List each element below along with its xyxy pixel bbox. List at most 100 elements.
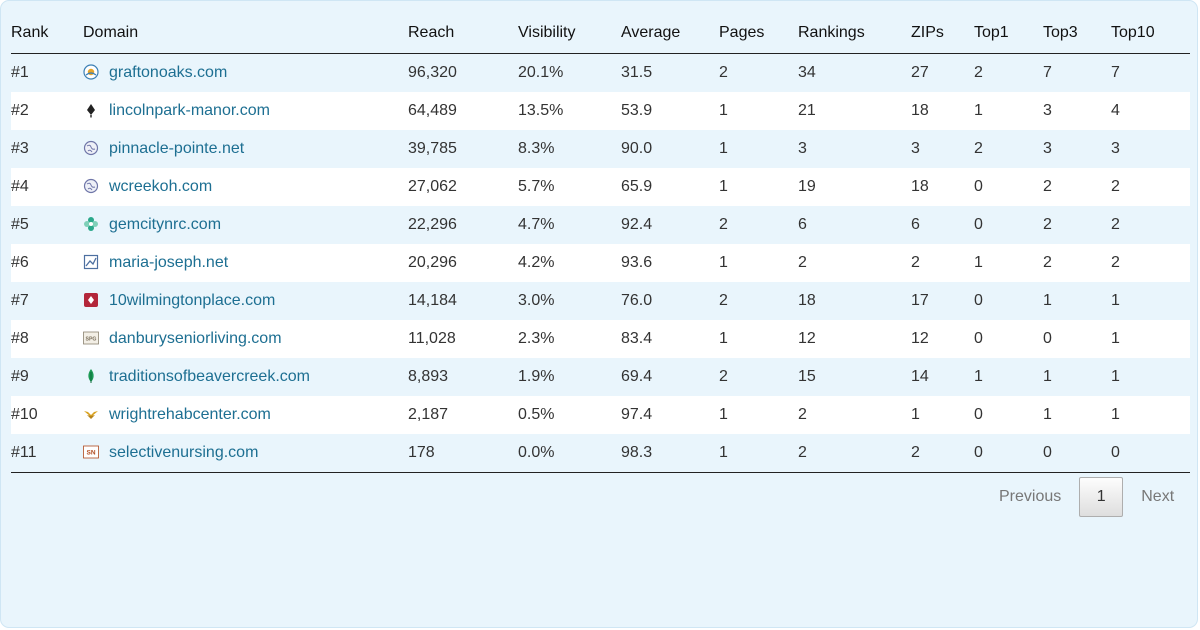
domain-link[interactable]: maria-joseph.net [109, 253, 229, 271]
cell-domain: wcreekoh.com [83, 168, 408, 206]
header-top10[interactable]: Top10 [1111, 13, 1190, 54]
table-row[interactable]: #9 traditionsofbeavercreek.com 8,893 1.9% 69… [11, 358, 1190, 396]
current-page-button[interactable]: 1 [1079, 477, 1124, 517]
cell-reach: 64,489 [408, 92, 518, 130]
cell-zips: 2 [911, 434, 974, 473]
cell-zips: 27 [911, 53, 974, 92]
cell-visibility: 20.1% [518, 53, 621, 92]
cell-rank: #8 [11, 320, 83, 358]
table-row[interactable]: #10 wrightrehabcenter.com 2,187 0.5% 97.4 1 2 1… [11, 396, 1190, 434]
cell-top3: 2 [1043, 168, 1111, 206]
cell-top1: 0 [974, 434, 1043, 473]
cell-zips: 6 [911, 206, 974, 244]
cell-zips: 3 [911, 130, 974, 168]
domain-link[interactable]: graftonoaks.com [109, 63, 228, 81]
header-pages[interactable]: Pages [719, 13, 798, 54]
domain-link[interactable]: 10wilmingtonplace.com [109, 291, 276, 309]
flower-favicon-icon [83, 216, 99, 232]
cell-top10: 4 [1111, 92, 1190, 130]
header-rank[interactable]: Rank [11, 13, 83, 54]
cell-rank: #6 [11, 244, 83, 282]
cell-rankings: 34 [798, 53, 911, 92]
header-zips[interactable]: ZIPs [911, 13, 974, 54]
cell-visibility: 3.0% [518, 282, 621, 320]
cell-zips: 17 [911, 282, 974, 320]
cell-visibility: 1.9% [518, 358, 621, 396]
cell-top3: 3 [1043, 130, 1111, 168]
table-row[interactable]: #5 gemcitynrc.com 22,296 4.7% 92.4 2 6 6 0 2 2 [11, 206, 1190, 244]
previous-page-button[interactable]: Previous [999, 488, 1062, 505]
cell-top1: 2 [974, 130, 1043, 168]
table-row[interactable]: #7 10wilmingtonplace.com 14,184 3.0% 76.0 2 18… [11, 282, 1190, 320]
header-domain[interactable]: Domain [83, 13, 408, 54]
cell-top10: 0 [1111, 434, 1190, 473]
cell-domain: traditionsofbeavercreek.com [83, 358, 408, 396]
cell-rank: #9 [11, 358, 83, 396]
cell-top3: 3 [1043, 92, 1111, 130]
sun-favicon-icon [83, 64, 99, 80]
header-reach[interactable]: Reach [408, 13, 518, 54]
cell-top3: 0 [1043, 320, 1111, 358]
cell-top10: 1 [1111, 320, 1190, 358]
cell-top3: 1 [1043, 282, 1111, 320]
cell-rank: #4 [11, 168, 83, 206]
cell-domain: SPG danburyseniorliving.com [83, 320, 408, 358]
cell-top1: 1 [974, 358, 1043, 396]
cell-top1: 1 [974, 244, 1043, 282]
table-header: Rank Domain Reach Visibility Average Pag… [11, 13, 1190, 54]
header-visibility[interactable]: Visibility [518, 13, 621, 54]
domain-link[interactable]: wrightrehabcenter.com [109, 405, 271, 423]
header-average[interactable]: Average [621, 13, 719, 54]
cell-average: 69.4 [621, 358, 719, 396]
domain-link[interactable]: traditionsofbeavercreek.com [109, 367, 310, 385]
cell-rank: #7 [11, 282, 83, 320]
cell-zips: 2 [911, 244, 974, 282]
cell-pages: 1 [719, 320, 798, 358]
cell-zips: 12 [911, 320, 974, 358]
cell-top1: 0 [974, 396, 1043, 434]
table-body: #1 graftonoaks.com 96,320 20.1% 31.5 2 34 27 2 7 7… [11, 53, 1190, 473]
domain-link[interactable]: gemcitynrc.com [109, 215, 222, 233]
cell-rankings: 18 [798, 282, 911, 320]
next-page-button[interactable]: Next [1141, 488, 1175, 505]
sn-favicon-icon: SN [83, 444, 99, 460]
table-row[interactable]: #3 pinnacle-pointe.net 39,785 8.3% 90.0 1 3 3 2 3… [11, 130, 1190, 168]
cell-reach: 11,028 [408, 320, 518, 358]
cell-pages: 1 [719, 434, 798, 473]
cell-rankings: 3 [798, 130, 911, 168]
cell-visibility: 0.0% [518, 434, 621, 473]
domain-link[interactable]: pinnacle-pointe.net [109, 139, 245, 157]
cell-average: 83.4 [621, 320, 719, 358]
header-rankings[interactable]: Rankings [798, 13, 911, 54]
domain-link[interactable]: danburyseniorliving.com [109, 329, 282, 347]
table-row[interactable]: #11 SN selectivenursing.com 178 0.0% 98.3 1 2 2 0… [11, 434, 1190, 473]
table-row[interactable]: #8 SPG danburyseniorliving.com 11,028 2.3% 83… [11, 320, 1190, 358]
header-top1[interactable]: Top1 [974, 13, 1043, 54]
cell-top10: 7 [1111, 53, 1190, 92]
cell-pages: 1 [719, 92, 798, 130]
cell-top1: 1 [974, 92, 1043, 130]
table-row[interactable]: #6 maria-joseph.net 20,296 4.2% 93.6 1 2 2 1 2 2 [11, 244, 1190, 282]
domain-link[interactable]: lincolnpark-manor.com [109, 101, 270, 119]
cell-top10: 2 [1111, 244, 1190, 282]
cell-pages: 2 [719, 282, 798, 320]
cell-pages: 1 [719, 244, 798, 282]
domain-link[interactable]: wcreekoh.com [109, 177, 213, 195]
header-row: Rank Domain Reach Visibility Average Pag… [11, 13, 1190, 54]
table-row[interactable]: #1 graftonoaks.com 96,320 20.1% 31.5 2 34 27 2 7 7 [11, 53, 1190, 92]
cell-top1: 2 [974, 53, 1043, 92]
cell-reach: 2,187 [408, 396, 518, 434]
cell-visibility: 8.3% [518, 130, 621, 168]
domain-link[interactable]: selectivenursing.com [109, 443, 259, 461]
cell-rankings: 6 [798, 206, 911, 244]
cell-average: 92.4 [621, 206, 719, 244]
cell-top1: 0 [974, 282, 1043, 320]
table-row[interactable]: #2 lincolnpark-manor.com 64,489 13.5% 53.9 1 2… [11, 92, 1190, 130]
favicon-text: SPG [86, 336, 97, 342]
cell-average: 98.3 [621, 434, 719, 473]
cell-rank: #2 [11, 92, 83, 130]
table-row[interactable]: #4 wcreekoh.com 27,062 5.7% 65.9 1 19 18 0 2 2 [11, 168, 1190, 206]
cell-top1: 0 [974, 168, 1043, 206]
header-top3[interactable]: Top3 [1043, 13, 1111, 54]
